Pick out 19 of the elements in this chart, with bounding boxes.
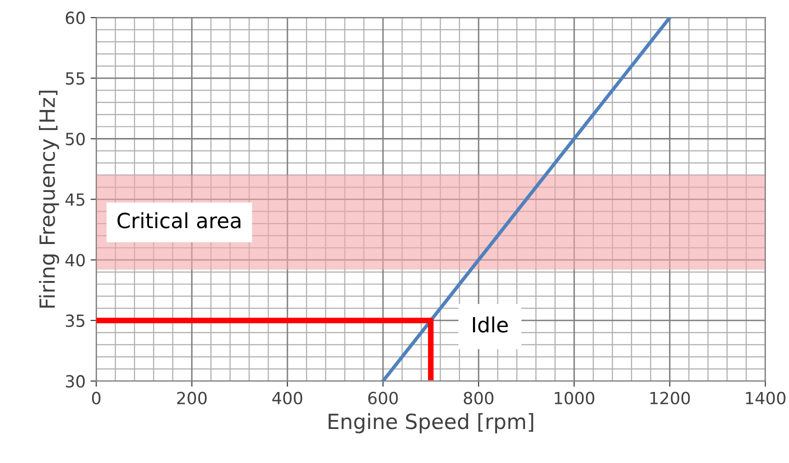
- y-tick-label: 45: [65, 194, 84, 206]
- y-tick-label: 40: [65, 254, 85, 266]
- x-tick-label: 200: [177, 392, 207, 404]
- x-tick-label: 800: [464, 392, 494, 404]
- y-tick-label: 60: [66, 12, 85, 24]
- x-tick-label: 1200: [650, 392, 690, 404]
- x-tick-label: 600: [368, 392, 398, 404]
- y-tick-label: 35: [66, 314, 84, 328]
- x-axis-title: Engine Speed [rpm]: [328, 413, 534, 434]
- x-tick-label: 0: [92, 392, 100, 404]
- x-tick-label: 1400: [746, 392, 786, 404]
- annotation: Idle: [472, 316, 508, 333]
- x-tick-label: 1000: [554, 392, 594, 404]
- band-label: Critical area: [118, 212, 240, 228]
- y-tick-label: 50: [66, 132, 85, 146]
- y-tick-label: 55: [66, 72, 84, 85]
- y-axis-title: Firing Frequency [Hz]: [38, 90, 60, 308]
- y-tick-label: 30: [66, 375, 85, 388]
- x-tick-label: 400: [272, 392, 302, 404]
